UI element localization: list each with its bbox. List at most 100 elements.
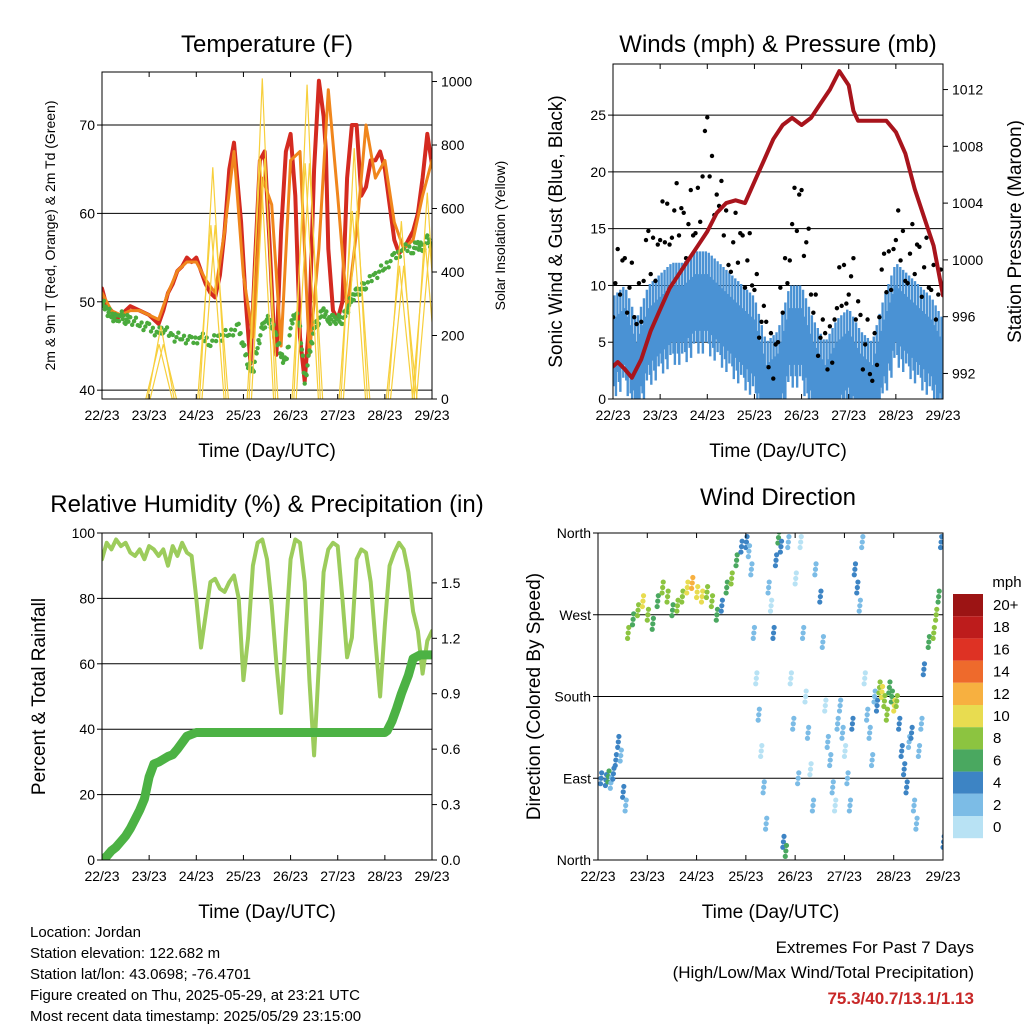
- x-tick-label: 25/23: [226, 868, 261, 884]
- direction-point: [620, 794, 626, 800]
- direction-point: [664, 593, 671, 600]
- data-point: [378, 263, 384, 268]
- data-point: [232, 327, 238, 333]
- extremes-box: Extremes For Past 7 Days (High/Low/Max W…: [554, 935, 974, 1012]
- direction-point: [728, 581, 734, 587]
- direction-point: [889, 693, 895, 700]
- direction-point: [798, 534, 804, 540]
- data-point: [172, 339, 177, 344]
- extremes-title: Extremes For Past 7 Days: [775, 938, 974, 957]
- colorbar-title: mph: [992, 574, 1021, 591]
- direction-point: [846, 808, 852, 814]
- direction-point: [751, 624, 758, 631]
- data-point: [747, 231, 752, 236]
- direction-point: [921, 666, 927, 672]
- data-point: [785, 280, 790, 286]
- direction-point: [744, 534, 750, 540]
- solar-spike: [149, 344, 178, 399]
- data-point: [181, 333, 187, 339]
- direction-point: [827, 757, 833, 763]
- direction-point: [802, 699, 808, 705]
- direction-point: [795, 781, 801, 787]
- direction-point: [855, 579, 861, 585]
- data-point: [749, 283, 755, 288]
- extremes-values: 75.3/40.7/13.1/1.13: [827, 989, 974, 1008]
- colorbar-swatch: [953, 594, 983, 617]
- data-point: [230, 333, 236, 338]
- data-point: [679, 206, 684, 211]
- direction-point: [914, 815, 920, 821]
- data-point: [129, 322, 135, 327]
- y-tick-label: 60: [79, 656, 95, 672]
- data-point: [910, 221, 915, 227]
- data-point: [877, 315, 882, 320]
- data-point: [244, 352, 249, 357]
- data-point: [223, 327, 228, 333]
- data-point: [417, 243, 422, 249]
- direction-point: [754, 670, 760, 676]
- x-tick-label: 26/23: [273, 868, 308, 884]
- y2-tick-label: 1000: [441, 74, 472, 90]
- humidity-precip-panel: 22/23 23/23 24/23 25/23 26/23 27/23 28/23 29/23…: [29, 491, 484, 923]
- direction-point: [911, 802, 917, 809]
- data-point: [815, 353, 821, 359]
- direction-point: [761, 779, 767, 785]
- data-point: [870, 378, 875, 384]
- data-point: [382, 266, 388, 271]
- data-point: [799, 187, 804, 193]
- y2-tick-label: 1008: [952, 138, 983, 154]
- data-point: [195, 341, 200, 346]
- direction-point: [773, 557, 779, 563]
- data-point: [365, 280, 371, 285]
- direction-point: [745, 554, 751, 560]
- direction-point: [865, 706, 871, 712]
- y-tick-label: 10: [590, 277, 606, 293]
- data-point: [392, 250, 397, 256]
- direction-point: [817, 593, 823, 600]
- data-point: [310, 341, 315, 346]
- y-axis-label: Direction (Colored By Speed): [524, 573, 545, 820]
- data-point: [929, 287, 934, 293]
- direction-point: [828, 752, 834, 758]
- direction-point: [748, 572, 754, 578]
- data-point: [874, 362, 880, 368]
- direction-point: [808, 761, 814, 767]
- direction-point: [930, 635, 936, 641]
- data-point: [811, 310, 816, 315]
- solar-spike: [415, 244, 432, 399]
- data-point: [787, 258, 792, 263]
- y-axis-label: Sonic Wind & Gust (Blue, Black): [546, 95, 567, 367]
- data-point: [698, 219, 703, 225]
- direction-point: [778, 538, 785, 544]
- data-point: [137, 323, 142, 329]
- direction-point: [931, 630, 937, 636]
- direction-point: [618, 752, 624, 759]
- x-tick-label: 23/23: [132, 407, 167, 423]
- direction-point: [894, 692, 900, 699]
- data-point: [881, 251, 887, 256]
- data-point: [846, 292, 851, 297]
- direction-point: [690, 574, 696, 581]
- direction-point: [825, 733, 831, 740]
- data-point: [919, 294, 924, 299]
- direction-point: [847, 797, 854, 803]
- direction-point: [649, 626, 655, 632]
- x-tick-label: 25/23: [226, 407, 261, 423]
- direction-point: [852, 561, 859, 567]
- direction-point: [834, 726, 840, 732]
- figure-created: Figure created on Thu, 2025-05-29, at 23…: [30, 987, 360, 1004]
- x-tick-label: 22/23: [580, 868, 615, 884]
- direction-point: [879, 683, 886, 690]
- data-point: [254, 351, 259, 356]
- direction-point: [847, 802, 853, 809]
- direction-point: [918, 726, 924, 732]
- direction-point: [796, 770, 802, 776]
- x-tick-label: 27/23: [320, 407, 355, 423]
- direction-point: [624, 635, 631, 641]
- direction-point: [714, 612, 720, 618]
- direction-point: [840, 724, 846, 730]
- data-point: [141, 327, 146, 333]
- direction-point: [810, 797, 817, 803]
- direction-point: [864, 717, 870, 723]
- direction-point: [689, 585, 695, 592]
